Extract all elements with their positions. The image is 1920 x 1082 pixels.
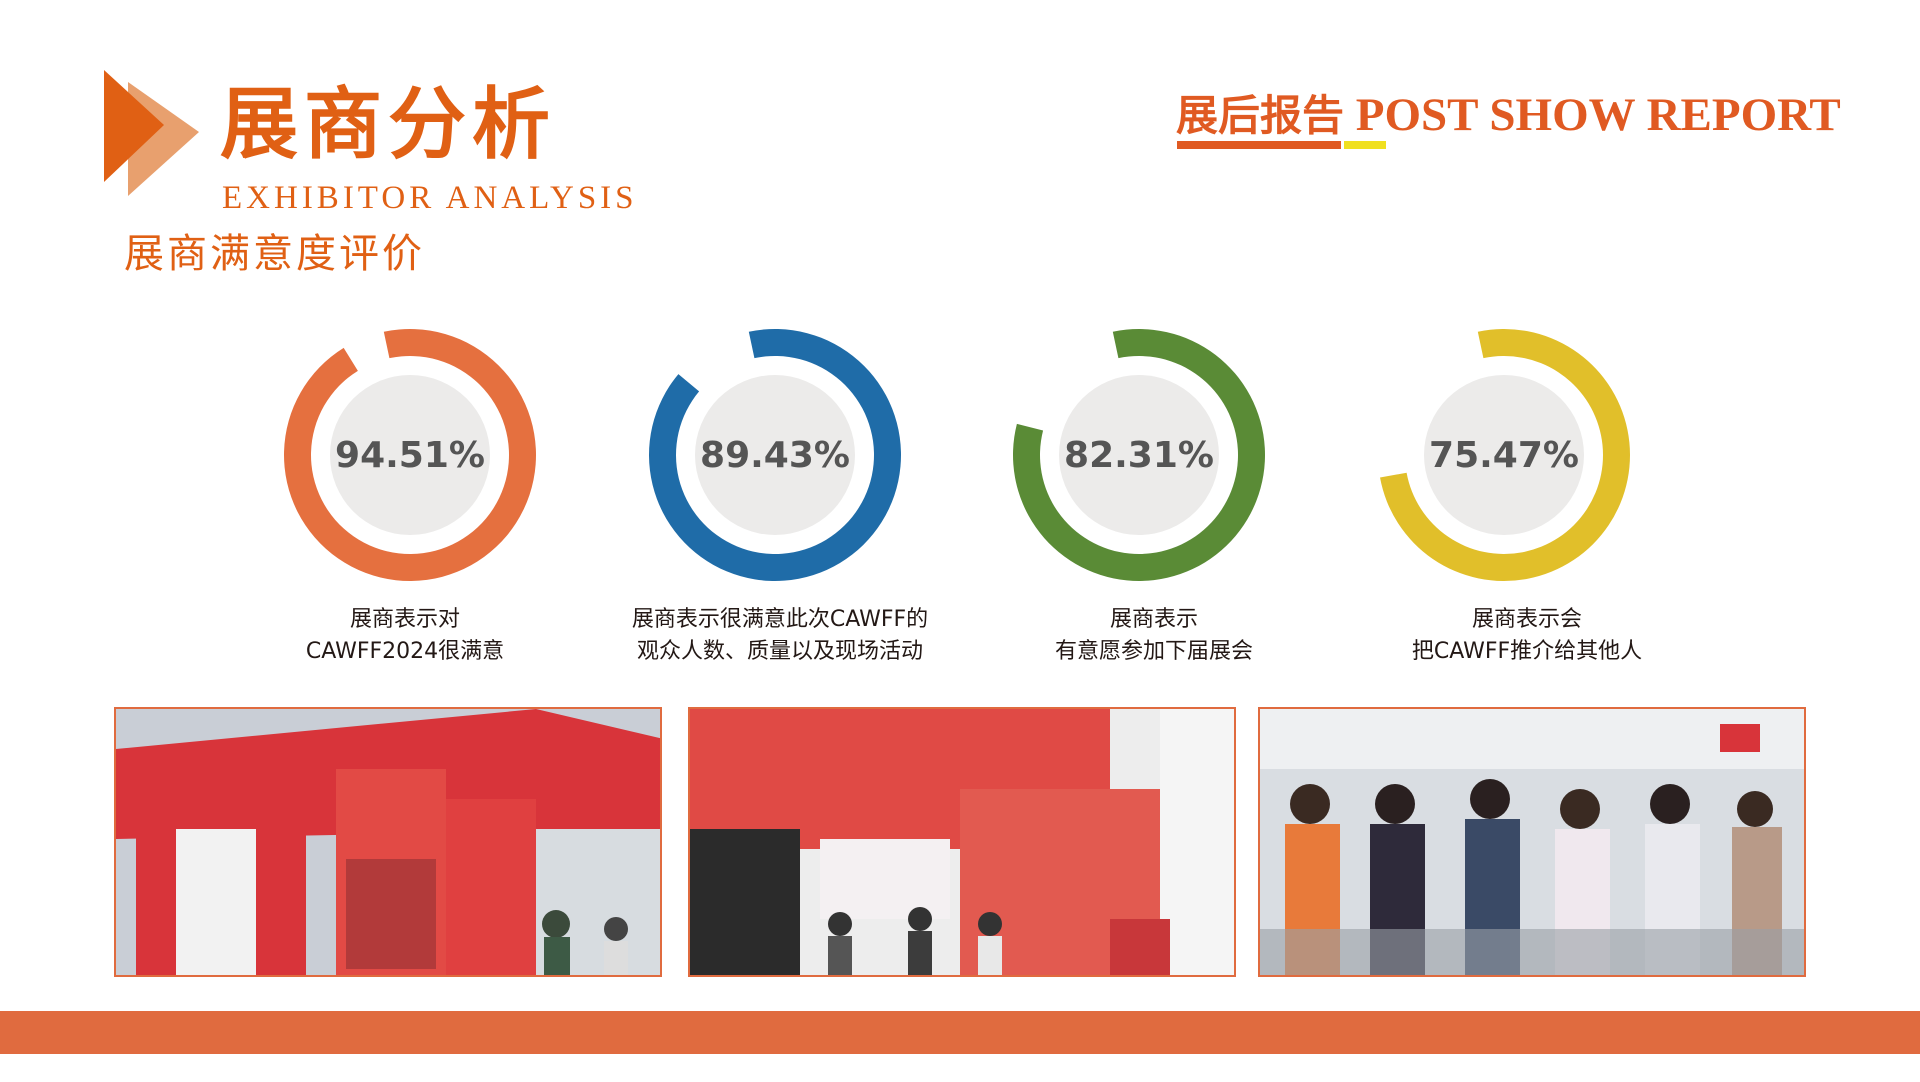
entrance-photo-illustration (1260, 709, 1804, 975)
gauge-recommend: 75.47% (1374, 325, 1634, 585)
gauge-center-disc (330, 375, 490, 535)
page-title-english: EXHIBITOR ANALYSIS (222, 180, 638, 216)
booth-photo-illustration (690, 709, 1234, 975)
label-line: 把CAWFF推介给其他人 (1411, 639, 1643, 664)
footer-bar (0, 1011, 1920, 1054)
label-line: 展商表示会 (1471, 607, 1582, 632)
report-heading-en: POST SHOW REPORT (1355, 89, 1841, 141)
report-heading: 展后报告 POST SHOW REPORT (1176, 92, 1841, 139)
gauge-percent: 75.47% (1429, 434, 1579, 476)
gauge-label: 展商表示很满意此次CAWFF的 观众人数、质量以及现场活动 (570, 604, 990, 668)
label-line: 有意愿参加下届展会 (1054, 639, 1253, 664)
heading-underline-orange (1177, 141, 1341, 149)
ring-chart (1380, 329, 1630, 581)
gauge-label: 展商表示有意愿参加下届展会 (944, 604, 1364, 668)
gauge-return-intent: 82.31% (1009, 325, 1269, 585)
ring-chart (649, 329, 901, 581)
photo-visitor-entrance (1258, 707, 1806, 977)
gauge-percent: 82.31% (1064, 434, 1214, 476)
label-line: 展商表示 (1109, 607, 1198, 632)
label-line: CAWFF2024很满意 (305, 639, 505, 664)
heading-underline-yellow (1344, 141, 1386, 149)
photo-exhibitor-booth-1 (114, 707, 662, 977)
gauge-label: 展商表示会把CAWFF推介给其他人 (1317, 604, 1737, 668)
gauge-audience-quality: 89.43% (645, 325, 905, 585)
gauge-percent: 89.43% (700, 434, 850, 476)
page-title: 展商分析 (220, 79, 557, 170)
play-arrows-logo-icon (104, 70, 199, 196)
section-subtitle: 展商满意度评价 (124, 231, 425, 277)
label-line: 观众人数、质量以及现场活动 (636, 639, 923, 664)
gauge-label: 展商表示对 CAWFF2024很满意 (195, 604, 615, 668)
label-line: 展商表示很满意此次CAWFF的 (631, 607, 929, 632)
gauge-satisfaction: 94.51% (280, 325, 540, 585)
gauge-center-disc (695, 375, 855, 535)
photo-exhibitor-booth-2 (688, 707, 1236, 977)
booth-photo-illustration (116, 709, 660, 975)
gauge-center-disc (1424, 375, 1584, 535)
ring-chart (284, 329, 536, 581)
label-line: 展商表示对 (349, 607, 460, 632)
report-heading-cn: 展后报告 (1176, 91, 1345, 140)
ring-chart (1013, 329, 1265, 581)
gauge-percent: 94.51% (335, 434, 485, 476)
gauge-center-disc (1059, 375, 1219, 535)
